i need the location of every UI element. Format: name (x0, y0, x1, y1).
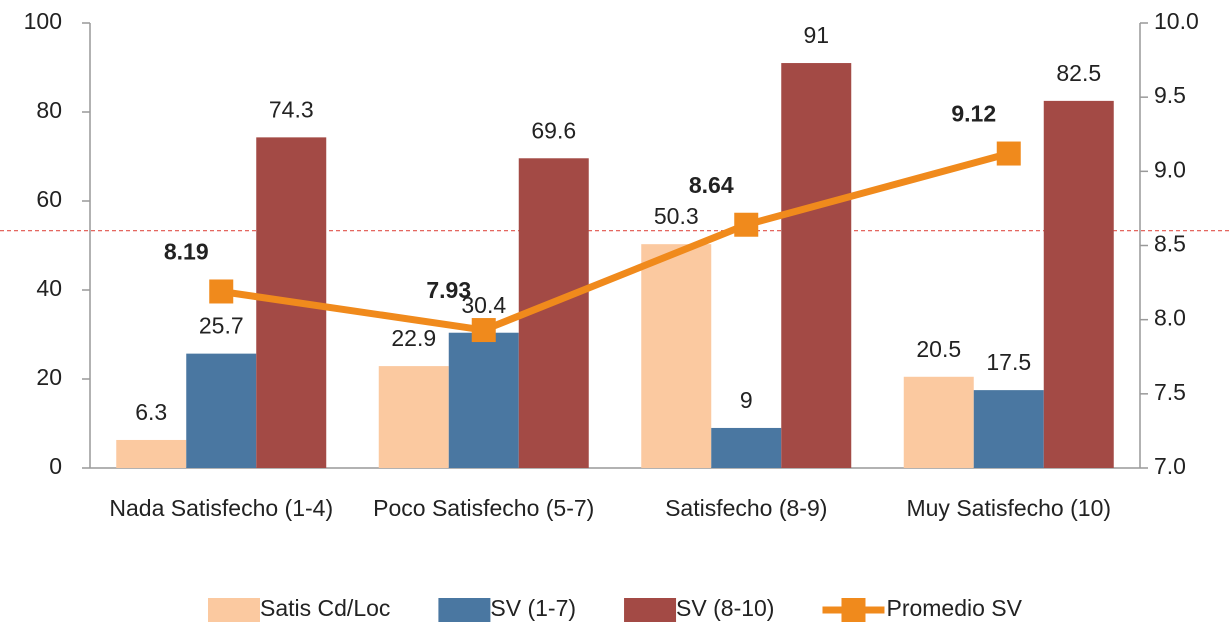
bar-value-label: 50.3 (654, 203, 699, 229)
bar-value-label: 9 (740, 387, 753, 413)
legend-swatch (438, 598, 491, 622)
bar-value-label: 74.3 (269, 96, 314, 122)
line-value-label: 7.93 (426, 277, 471, 303)
line-marker (209, 279, 234, 304)
legend-label: Promedio SV (886, 595, 1022, 621)
line-marker (734, 212, 759, 237)
legend-swatch (208, 598, 260, 622)
y-tick-label: 60 (36, 186, 62, 212)
line-marker (996, 141, 1021, 166)
bar (781, 63, 852, 469)
bar (1043, 100, 1114, 468)
bar (641, 244, 712, 468)
legend: Satis Cd/Loc SV (1-7) SV (8-10) Promedio SV (208, 595, 1023, 622)
x-tick-label: Satisfecho (8-9) (665, 495, 827, 521)
bar-value-label: 69.6 (531, 117, 576, 143)
bar-value-label: 25.7 (199, 313, 244, 339)
legend-swatch (624, 598, 677, 622)
legend-label: SV (8-10) (676, 595, 774, 621)
y2-tick-label: 9.0 (1154, 156, 1186, 182)
bar (973, 390, 1044, 468)
bar (186, 353, 257, 468)
bar-value-label: 91 (803, 22, 829, 48)
y2-tick-label: 7.0 (1154, 453, 1186, 479)
line (220, 150, 1010, 334)
bar-value-label: 6.3 (135, 399, 167, 425)
bar (378, 366, 449, 468)
bar (116, 439, 187, 468)
y-tick-label: 100 (24, 8, 62, 34)
y-tick-label: 0 (49, 453, 62, 479)
x-tick-label: Nada Satisfecho (1-4) (109, 495, 333, 521)
y2-tick-label: 8.0 (1154, 305, 1186, 331)
bar-value-label: 17.5 (986, 349, 1031, 375)
bar (903, 376, 974, 468)
x-tick-label: Poco Satisfecho (5-7) (373, 495, 594, 521)
y2-tick-label: 10.0 (1154, 8, 1199, 34)
legend-label: Satis Cd/Loc (260, 595, 390, 621)
y2-tick-label: 7.5 (1154, 379, 1186, 405)
y2-tick-label: 8.5 (1154, 231, 1186, 257)
line-marker (471, 318, 496, 343)
y-tick-label: 20 (36, 364, 62, 390)
bar (711, 427, 782, 468)
x-tick-label: Muy Satisfecho (10) (906, 495, 1111, 521)
bar-value-label: 22.9 (391, 325, 436, 351)
bar-value-label: 30.4 (461, 292, 506, 318)
bar-value-label: 20.5 (916, 336, 961, 362)
legend-marker (841, 598, 866, 622)
y-tick-label: 40 (36, 275, 62, 301)
y2-tick-label: 9.5 (1154, 82, 1186, 108)
bar (448, 332, 519, 468)
legend-label: SV (1-7) (490, 595, 576, 621)
line-value-label: 9.12 (951, 101, 996, 127)
line-value-label: 8.19 (164, 239, 209, 265)
line-value-label: 8.64 (689, 172, 734, 198)
bar-value-label: 82.5 (1056, 60, 1101, 86)
y-tick-label: 80 (36, 97, 62, 123)
